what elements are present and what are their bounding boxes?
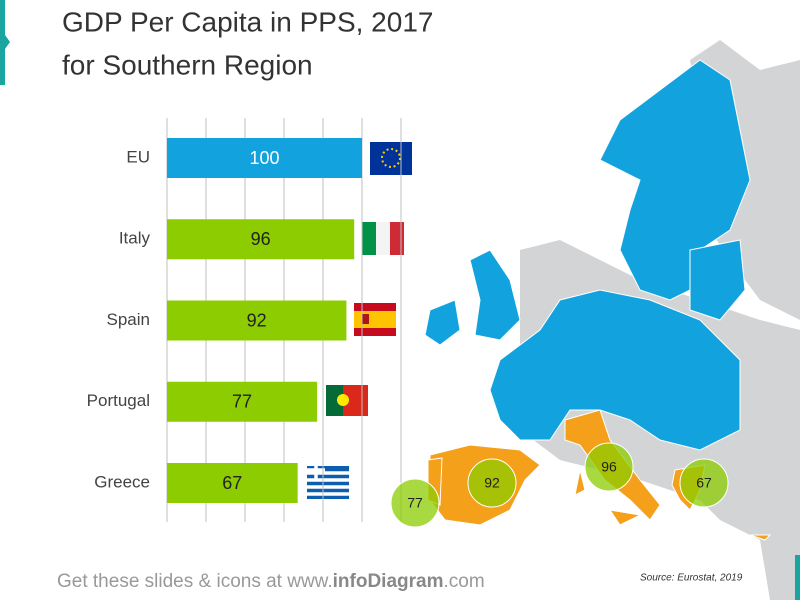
title-line-1: GDP Per Capita in PPS, 2017 bbox=[62, 6, 433, 37]
bar bbox=[167, 381, 318, 422]
islands bbox=[424, 249, 521, 346]
category-label: Italy bbox=[119, 229, 151, 248]
footer-part: Get these slides & icons at www. bbox=[57, 571, 333, 592]
bar-value-label: 77 bbox=[232, 392, 252, 412]
map-bubble bbox=[467, 458, 517, 508]
map-bubble bbox=[390, 478, 440, 528]
flag-eu bbox=[370, 142, 412, 175]
flag-pt bbox=[337, 394, 349, 406]
flag-es bbox=[362, 314, 369, 324]
flag-pt bbox=[326, 385, 343, 416]
bar bbox=[167, 138, 362, 178]
category-label: Portugal bbox=[87, 391, 150, 410]
flags bbox=[307, 142, 412, 499]
footer-part: infoDiagram bbox=[333, 571, 444, 592]
map-bubble-label: 77 bbox=[407, 495, 423, 511]
flag-it bbox=[376, 222, 390, 255]
bar-value-label: 100 bbox=[249, 148, 279, 168]
title-line-2: for Southern Region bbox=[62, 49, 313, 80]
category-label: EU bbox=[126, 147, 150, 166]
category-label: Greece bbox=[94, 472, 150, 491]
baltics bbox=[689, 239, 746, 321]
map-bubble-label: 96 bbox=[601, 459, 617, 475]
source: Source: Eurostat, 2019 bbox=[640, 573, 743, 584]
bar bbox=[167, 219, 355, 260]
flag-it bbox=[390, 222, 404, 255]
flag-eu-stars bbox=[381, 148, 401, 168]
flag-gr bbox=[307, 466, 349, 496]
central-europe bbox=[489, 289, 741, 451]
bar-value-label: 92 bbox=[247, 310, 267, 330]
accent-bottom bbox=[795, 555, 800, 600]
bar-value-label: 96 bbox=[251, 229, 271, 249]
footer: Get these slides & icons at www.infoDiag… bbox=[57, 571, 485, 592]
bar bbox=[167, 300, 347, 341]
flag-it bbox=[362, 222, 376, 255]
nordics bbox=[599, 59, 751, 301]
bar-value-label: 67 bbox=[222, 473, 242, 493]
flag-es bbox=[354, 311, 396, 328]
map-bubble-label: 92 bbox=[484, 475, 500, 491]
map-bubble bbox=[584, 442, 634, 492]
category-label: Spain bbox=[107, 310, 150, 329]
bar bbox=[167, 463, 298, 503]
footer-part: .com bbox=[443, 571, 484, 592]
accent bbox=[0, 0, 10, 85]
map-bubble-label: 67 bbox=[696, 475, 712, 491]
map-bubble bbox=[679, 458, 729, 508]
